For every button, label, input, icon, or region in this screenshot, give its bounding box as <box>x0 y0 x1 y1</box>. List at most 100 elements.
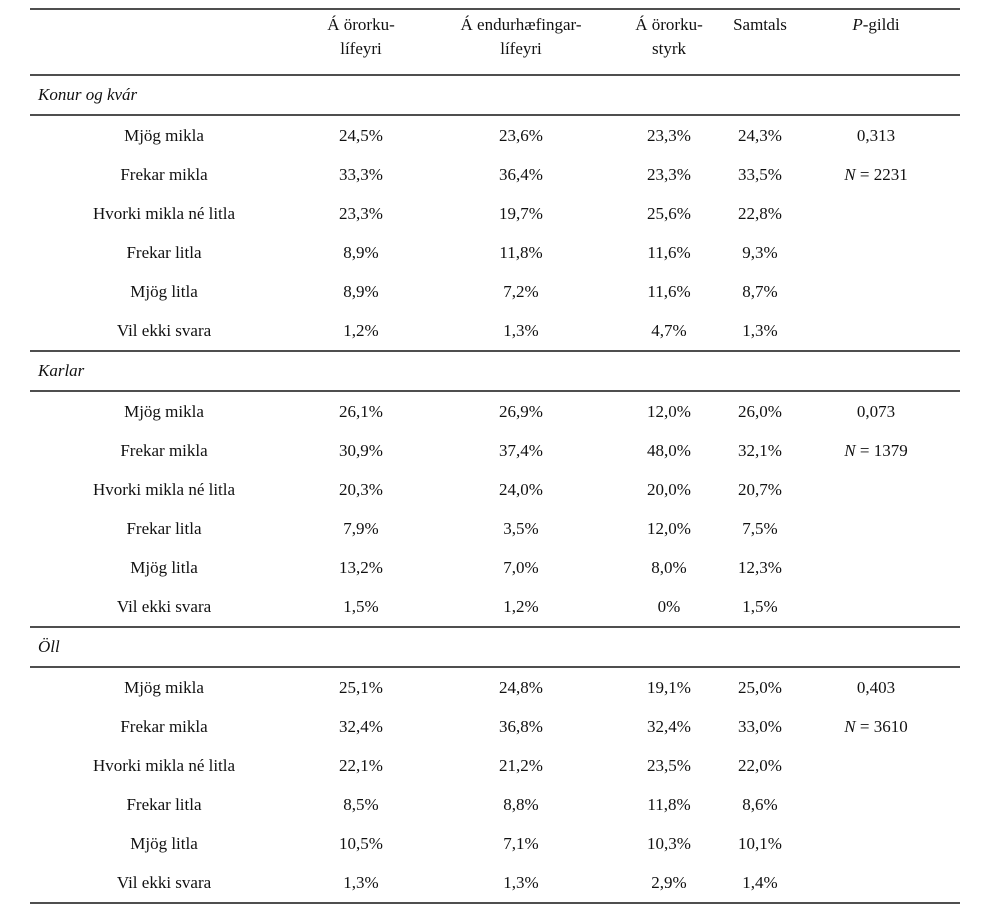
percent-cell: 12,3% <box>738 557 782 577</box>
percent-cell: 22,0% <box>738 755 782 775</box>
percent-cell: 24,5% <box>339 125 383 145</box>
header-line: Samtals <box>733 15 787 34</box>
statistics-table: Á örorku- lífeyri Á endurhæfingar- lífey… <box>30 8 960 904</box>
header-col-samtals: Samtals <box>728 9 792 76</box>
p-value-cell: 0,403 <box>856 677 896 697</box>
table-row: Mjög litla 13,2% 7,0% 8,0% 12,3% <box>30 548 960 587</box>
table-row: Frekar mikla 32,4% 36,8% 32,4% 33,0% N =… <box>30 707 960 746</box>
header-line: lífeyri <box>340 39 382 58</box>
header-col-endurhaefingarlifeyri: Á endurhæfingar- lífeyri <box>432 9 610 76</box>
row-label: Hvorki mikla né litla <box>92 203 236 223</box>
table-header: Á örorku- lífeyri Á endurhæfingar- lífey… <box>30 9 960 76</box>
percent-cell: 1,3% <box>503 320 539 340</box>
percent-cell: 33,3% <box>339 164 383 184</box>
percent-cell: 1,5% <box>742 596 778 616</box>
percent-cell: 8,7% <box>742 281 778 301</box>
percent-cell: 8,9% <box>343 242 379 262</box>
n-symbol: N <box>844 716 856 736</box>
p-value-cell: 0,313 <box>856 125 896 145</box>
percent-cell: 22,1% <box>339 755 383 775</box>
header-row: Á örorku- lífeyri Á endurhæfingar- lífey… <box>30 9 960 76</box>
header-line: styrk <box>652 39 686 58</box>
empty-cell <box>792 470 960 509</box>
percent-cell: 24,8% <box>499 677 543 697</box>
percent-cell: 26,9% <box>499 401 543 421</box>
percent-cell: 11,6% <box>647 281 691 301</box>
table-row: Mjög mikla 26,1% 26,9% 12,0% 26,0% 0,073 <box>30 391 960 431</box>
empty-cell <box>792 824 960 863</box>
p-value-cell: 0,073 <box>856 401 896 421</box>
percent-cell: 10,1% <box>738 833 782 853</box>
table-row: Hvorki mikla né litla 22,1% 21,2% 23,5% … <box>30 746 960 785</box>
percent-cell: 20,3% <box>339 479 383 499</box>
percent-cell: 1,4% <box>742 872 778 892</box>
table-row: Vil ekki svara 1,2% 1,3% 4,7% 1,3% <box>30 311 960 351</box>
table-row: Mjög mikla 24,5% 23,6% 23,3% 24,3% 0,313 <box>30 115 960 155</box>
percent-cell: 12,0% <box>647 401 691 421</box>
header-blank-cell <box>30 9 290 76</box>
section-konur-og-kvar: Konur og kvár Mjög mikla 24,5% 23,6% 23,… <box>30 74 960 351</box>
percent-cell: 1,3% <box>503 872 539 892</box>
percent-cell: 23,3% <box>647 164 691 184</box>
section-title-row: Konur og kvár <box>30 74 960 116</box>
percent-cell: 1,3% <box>343 872 379 892</box>
empty-cell <box>792 233 960 272</box>
percent-cell: 30,9% <box>339 440 383 460</box>
row-label: Vil ekki svara <box>116 320 212 340</box>
percent-cell: 7,1% <box>503 833 539 853</box>
percent-cell: 23,6% <box>499 125 543 145</box>
percent-cell: 24,0% <box>499 479 543 499</box>
percent-cell: 36,8% <box>499 716 543 736</box>
percent-cell: 7,0% <box>503 557 539 577</box>
table-row: Mjög litla 8,9% 7,2% 11,6% 8,7% <box>30 272 960 311</box>
row-label: Mjög litla <box>130 557 198 577</box>
table-row: Frekar litla 8,9% 11,8% 11,6% 9,3% <box>30 233 960 272</box>
section-title-row: Karlar <box>30 350 960 392</box>
row-label: Frekar mikla <box>120 716 208 736</box>
percent-cell: 4,7% <box>651 320 687 340</box>
percent-cell: 10,3% <box>647 833 691 853</box>
percent-cell: 7,2% <box>503 281 539 301</box>
percent-cell: 1,3% <box>742 320 778 340</box>
n-count: = 2231 <box>855 164 908 184</box>
percent-cell: 19,7% <box>499 203 543 223</box>
percent-cell: 25,6% <box>647 203 691 223</box>
n-value-cell: N = 3610 <box>792 707 960 746</box>
percent-cell: 8,9% <box>343 281 379 301</box>
empty-cell <box>792 272 960 311</box>
percent-cell: 9,3% <box>742 242 778 262</box>
percent-cell: 11,8% <box>499 242 543 262</box>
n-symbol: N <box>844 164 856 184</box>
row-label: Frekar mikla <box>120 440 208 460</box>
section-title: Konur og kvár <box>30 74 960 116</box>
percent-cell: 48,0% <box>647 440 691 460</box>
empty-cell <box>792 311 960 351</box>
row-label: Frekar mikla <box>120 164 208 184</box>
percent-cell: 2,9% <box>651 872 687 892</box>
percent-cell: 24,3% <box>738 125 782 145</box>
percent-cell: 11,8% <box>647 794 691 814</box>
empty-cell <box>792 746 960 785</box>
table-row: Hvorki mikla né litla 23,3% 19,7% 25,6% … <box>30 194 960 233</box>
percent-cell: 22,8% <box>738 203 782 223</box>
percent-cell: 8,0% <box>651 557 687 577</box>
row-label: Frekar litla <box>126 242 202 262</box>
row-label: Mjög mikla <box>124 125 204 145</box>
section-title: Karlar <box>30 350 960 392</box>
n-count: = 3610 <box>855 716 908 736</box>
percent-cell: 1,2% <box>343 320 379 340</box>
percent-cell: 32,1% <box>738 440 782 460</box>
percent-cell: 3,5% <box>503 518 539 538</box>
row-label: Hvorki mikla né litla <box>92 755 236 775</box>
percent-cell: 23,3% <box>339 203 383 223</box>
row-label: Vil ekki svara <box>116 872 212 892</box>
percent-cell: 1,5% <box>343 596 379 616</box>
percent-cell: 13,2% <box>339 557 383 577</box>
percent-cell: 37,4% <box>499 440 543 460</box>
table-row: Vil ekki svara 1,3% 1,3% 2,9% 1,4% <box>30 863 960 903</box>
header-line: Á endurhæfingar- <box>460 15 582 34</box>
percent-cell: 8,6% <box>742 794 778 814</box>
row-label: Frekar litla <box>126 794 202 814</box>
empty-cell <box>792 509 960 548</box>
row-label: Mjög litla <box>130 281 198 301</box>
